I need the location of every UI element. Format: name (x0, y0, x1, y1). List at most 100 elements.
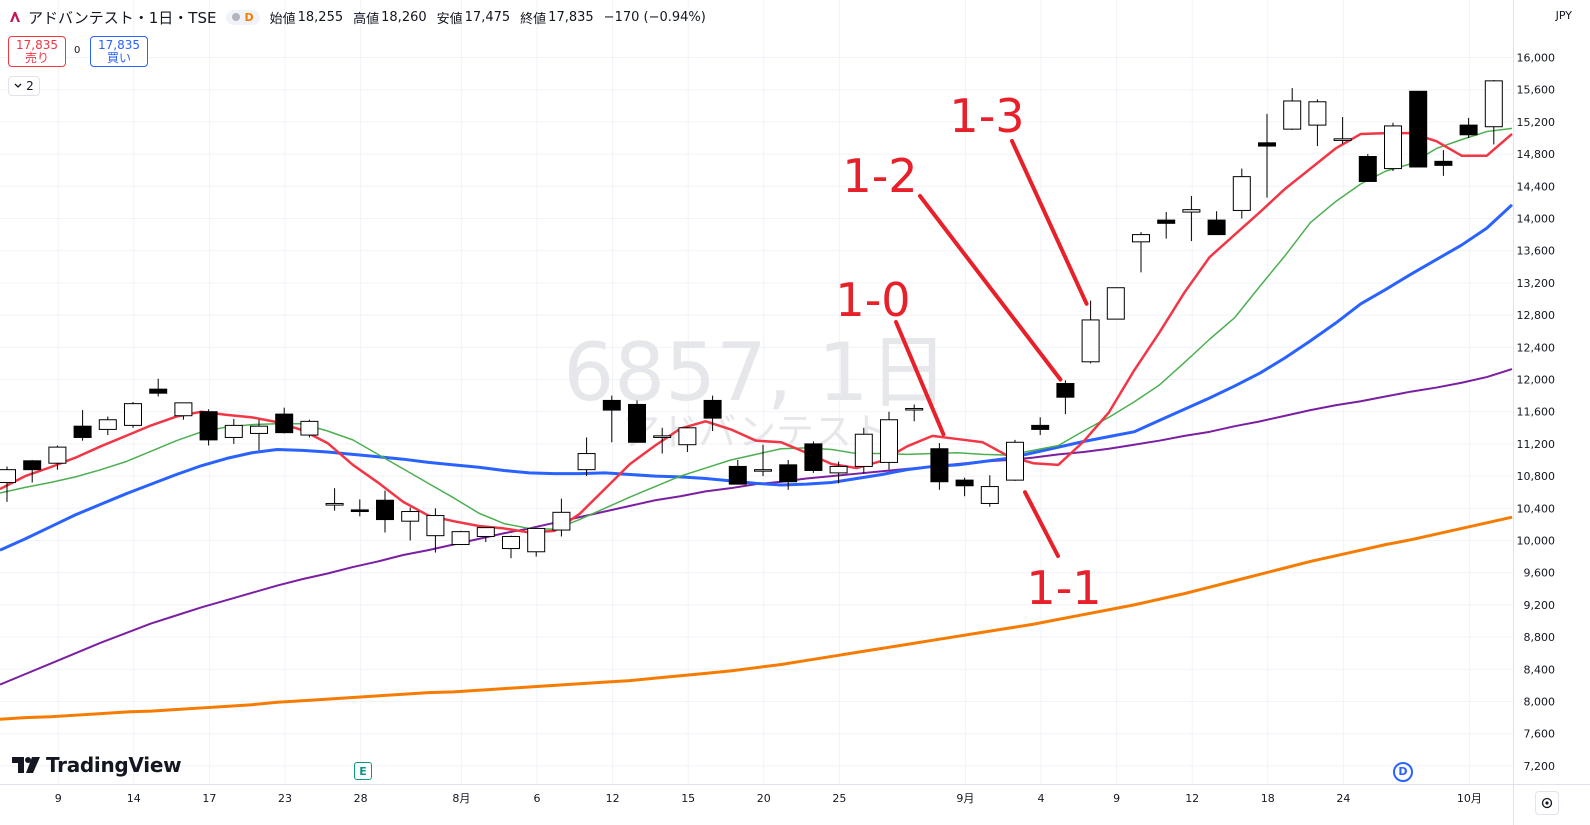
annotation-label: 1-2 (842, 149, 917, 203)
visibility-toggle[interactable]: D (226, 9, 260, 25)
candle[interactable] (602, 395, 621, 443)
candle[interactable] (728, 460, 747, 485)
candle-body (1308, 101, 1327, 126)
candle[interactable] (199, 409, 218, 446)
candle[interactable] (174, 402, 193, 420)
sell-price: 17,835 (16, 38, 58, 52)
candle[interactable] (224, 418, 243, 444)
candle[interactable] (880, 411, 898, 470)
time-axis[interactable] (0, 784, 1513, 825)
candle[interactable] (653, 427, 672, 454)
spread-value: 0 (74, 45, 81, 56)
candle[interactable] (401, 507, 420, 541)
annotation-arrow (1010, 139, 1089, 306)
candle-body (1384, 125, 1402, 170)
candle-body (451, 531, 470, 546)
candle[interactable] (73, 410, 92, 441)
candle[interactable] (1258, 113, 1276, 198)
candle[interactable] (300, 419, 319, 438)
candle[interactable] (1031, 417, 1050, 436)
candle[interactable] (804, 441, 823, 473)
candle[interactable] (930, 443, 949, 490)
y-tick-label: 14,800 (1517, 148, 1556, 161)
candle-body (577, 453, 596, 471)
exchange-logo-icon (10, 12, 20, 22)
symbol-title[interactable]: アドバンテスト・1日・TSE (28, 8, 217, 27)
indicators-collapse-button[interactable]: 2 (8, 76, 40, 96)
candle[interactable] (577, 437, 596, 477)
candle[interactable] (124, 402, 142, 428)
buy-button[interactable]: 17,835 買い (90, 36, 148, 67)
candle[interactable] (48, 445, 67, 470)
candle[interactable] (1459, 117, 1478, 138)
candle-body (401, 511, 420, 522)
y-tick-label: 12,800 (1517, 309, 1556, 322)
candle[interactable] (376, 490, 394, 533)
settings-gear-icon[interactable] (1535, 791, 1559, 815)
candle[interactable] (1207, 211, 1226, 236)
candle[interactable] (754, 444, 772, 477)
x-tick-label: 25 (832, 792, 846, 805)
candle[interactable] (350, 499, 369, 517)
candle[interactable] (0, 466, 16, 502)
candle[interactable] (1232, 168, 1251, 219)
candle[interactable] (451, 530, 470, 546)
candle[interactable] (1308, 99, 1327, 147)
candle[interactable] (1409, 90, 1428, 168)
candle-body (1182, 209, 1201, 213)
candle-body (552, 511, 571, 531)
candle-body (476, 527, 495, 537)
candle[interactable] (1484, 80, 1503, 145)
candle[interactable] (779, 460, 798, 490)
candle[interactable] (275, 407, 294, 434)
candle[interactable] (829, 461, 848, 484)
tradingview-logo[interactable]: TradingView (12, 753, 182, 777)
candle[interactable] (1106, 287, 1125, 320)
dividend-event-icon[interactable]: D (1393, 762, 1413, 782)
candle[interactable] (23, 460, 42, 483)
candle[interactable] (905, 404, 924, 422)
currency-label[interactable]: JPY (1555, 9, 1572, 22)
candle[interactable] (426, 508, 445, 553)
candle[interactable] (552, 498, 571, 537)
candle[interactable] (476, 527, 495, 543)
y-tick-label: 8,000 (1524, 696, 1556, 709)
candle-body (1409, 90, 1428, 168)
candle[interactable] (98, 416, 117, 436)
candle[interactable] (1081, 300, 1100, 364)
candle-body (0, 469, 16, 484)
candle-body (23, 460, 42, 471)
candle[interactable] (854, 427, 873, 474)
candle[interactable] (1056, 380, 1075, 415)
candle[interactable] (325, 488, 344, 511)
candle[interactable] (527, 527, 546, 557)
candle[interactable] (980, 475, 999, 507)
candle[interactable] (628, 400, 646, 443)
candle[interactable] (1283, 88, 1302, 130)
candle[interactable] (250, 419, 268, 451)
candle[interactable] (1434, 150, 1453, 176)
candle[interactable] (1182, 195, 1201, 242)
y-tick-label: 8,800 (1524, 631, 1556, 644)
ma10-line (0, 127, 1513, 530)
candle[interactable] (678, 426, 697, 452)
candle[interactable] (1006, 439, 1024, 481)
earnings-event-icon[interactable]: E (354, 762, 372, 780)
candle[interactable] (1358, 154, 1377, 182)
candle[interactable] (1333, 117, 1352, 144)
candle[interactable] (149, 378, 168, 397)
candle[interactable] (502, 535, 520, 559)
candle[interactable] (703, 395, 722, 432)
candle[interactable] (955, 477, 974, 497)
candle-body (854, 433, 873, 467)
candle[interactable] (1384, 122, 1402, 172)
candle-body (602, 399, 621, 411)
candle-body (1358, 156, 1377, 182)
sell-button[interactable]: 17,835 売り (8, 36, 66, 67)
price-axis[interactable] (1513, 0, 1590, 825)
candle-body (905, 407, 924, 411)
x-tick-label: 8月 (452, 792, 470, 805)
candle[interactable] (1157, 212, 1176, 239)
candle[interactable] (1132, 232, 1150, 273)
